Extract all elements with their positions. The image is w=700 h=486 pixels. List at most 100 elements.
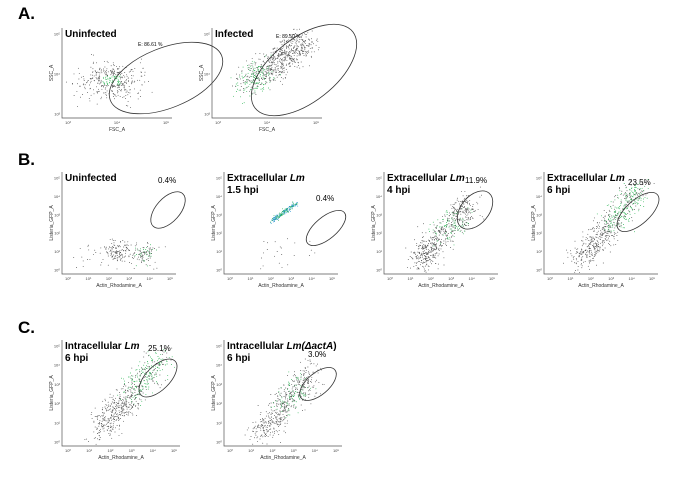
scatter-point bbox=[248, 77, 250, 79]
scatter-point bbox=[121, 258, 123, 260]
scatter-point bbox=[576, 259, 578, 261]
y-tick-label: 10³ bbox=[536, 212, 542, 217]
scatter-point bbox=[299, 28, 300, 30]
scatter-point bbox=[137, 92, 139, 94]
scatter-point bbox=[278, 53, 280, 55]
scatter-point bbox=[415, 262, 417, 264]
scatter-point bbox=[263, 70, 265, 72]
scatter-point bbox=[595, 234, 597, 235]
scatter-point bbox=[296, 47, 298, 49]
scatter-point bbox=[252, 63, 254, 65]
scatter-point bbox=[145, 264, 147, 266]
scatter-point bbox=[78, 72, 80, 74]
scatter-point bbox=[271, 65, 273, 67]
scatter-point bbox=[425, 251, 427, 253]
scatter-point bbox=[297, 381, 298, 383]
y-tick-label: 10¹ bbox=[216, 249, 222, 254]
scatter-point bbox=[146, 383, 148, 385]
scatter-points bbox=[563, 178, 655, 273]
scatter-point bbox=[134, 392, 136, 394]
scatter-point bbox=[259, 58, 261, 60]
scatter-point bbox=[563, 262, 564, 264]
scatter-point bbox=[164, 351, 166, 353]
scatter-point bbox=[119, 412, 121, 414]
scatter-point bbox=[278, 429, 280, 431]
scatter-point bbox=[113, 400, 115, 401]
scatter-point bbox=[270, 409, 272, 411]
scatter-point bbox=[300, 49, 302, 51]
x-axis-label: Actin_Rhodamine_A bbox=[260, 455, 306, 461]
plot-title-segment: ) bbox=[333, 341, 337, 352]
scatter-point bbox=[435, 234, 437, 236]
scatter-point bbox=[424, 244, 426, 246]
scatter-point bbox=[426, 263, 428, 265]
scatter-point bbox=[444, 228, 446, 230]
scatter-point bbox=[112, 425, 114, 427]
scatter-point bbox=[279, 246, 281, 248]
scatter-point bbox=[166, 361, 168, 363]
scatter-point bbox=[295, 204, 297, 206]
scatter-point bbox=[477, 208, 479, 210]
scatter-point bbox=[304, 399, 306, 401]
scatter-point bbox=[617, 196, 619, 198]
plot-c-intracellular-actA: 10⁰ 10¹ 10² 10³ 10⁴ 10⁵ 10⁰ 10¹ 10² 10³ 10⁴ 10⁵ Acti… bbox=[210, 334, 346, 462]
scatter-point bbox=[581, 250, 583, 252]
scatter-point bbox=[440, 228, 442, 230]
scatter-point bbox=[247, 78, 249, 80]
scatter-point bbox=[453, 203, 455, 205]
scatter-point bbox=[285, 69, 287, 71]
scatter-point bbox=[292, 203, 294, 205]
axis-lines bbox=[383, 172, 498, 275]
plot-canvas: 10⁰ 10¹ 10² 10³ 10⁴ 10⁵10⁰10¹10²10³10⁴10⁵Acti… bbox=[49, 172, 186, 289]
scatter-point bbox=[467, 225, 469, 227]
plot-title-line: 1.5 hpi bbox=[227, 185, 305, 197]
scatter-point bbox=[428, 257, 430, 259]
scatter-point bbox=[274, 431, 276, 433]
scatter-point bbox=[467, 203, 468, 205]
scatter-point bbox=[111, 247, 113, 249]
plot-title: Extracellular Lm 6 hpi bbox=[547, 173, 625, 197]
scatter-point bbox=[620, 194, 622, 195]
scatter-point bbox=[438, 230, 440, 232]
scatter-point bbox=[118, 428, 120, 430]
scatter-point bbox=[467, 223, 469, 225]
scatter-point bbox=[118, 68, 120, 70]
scatter-point bbox=[623, 227, 625, 229]
scatter-point bbox=[242, 66, 244, 68]
scatter-point bbox=[98, 88, 100, 90]
scatter-point bbox=[462, 219, 464, 221]
scatter-point bbox=[102, 426, 103, 428]
scatter-point bbox=[152, 247, 154, 249]
scatter-point bbox=[127, 381, 129, 383]
scatter-point bbox=[275, 70, 277, 72]
scatter-point bbox=[446, 237, 448, 239]
scatter-point bbox=[634, 201, 636, 203]
scatter-point bbox=[450, 247, 452, 248]
scatter-point bbox=[272, 74, 274, 76]
scatter-point bbox=[599, 234, 601, 236]
scatter-point bbox=[105, 92, 107, 93]
scatter-point bbox=[303, 40, 304, 42]
scatter-point bbox=[608, 209, 610, 211]
scatter-point bbox=[254, 64, 256, 66]
y-tick-label: 10¹ bbox=[376, 249, 382, 254]
scatter-point bbox=[604, 226, 606, 228]
scatter-point bbox=[440, 241, 441, 243]
scatter-point bbox=[121, 432, 123, 434]
scatter-point bbox=[104, 88, 106, 90]
scatter-point bbox=[286, 403, 288, 404]
scatter-point bbox=[317, 40, 319, 42]
scatter-point bbox=[609, 211, 611, 212]
scatter-point bbox=[285, 393, 287, 395]
scatter-point bbox=[106, 404, 108, 406]
scatter-point bbox=[159, 369, 161, 371]
scatter-point bbox=[606, 232, 608, 234]
scatter-point bbox=[246, 81, 248, 83]
scatter-point bbox=[116, 254, 118, 256]
scatter-point bbox=[274, 79, 276, 81]
scatter-point bbox=[103, 414, 104, 416]
scatter-point bbox=[116, 87, 118, 89]
scatter-point bbox=[142, 368, 144, 370]
scatter-point bbox=[121, 409, 123, 411]
scatter-point bbox=[606, 239, 607, 241]
